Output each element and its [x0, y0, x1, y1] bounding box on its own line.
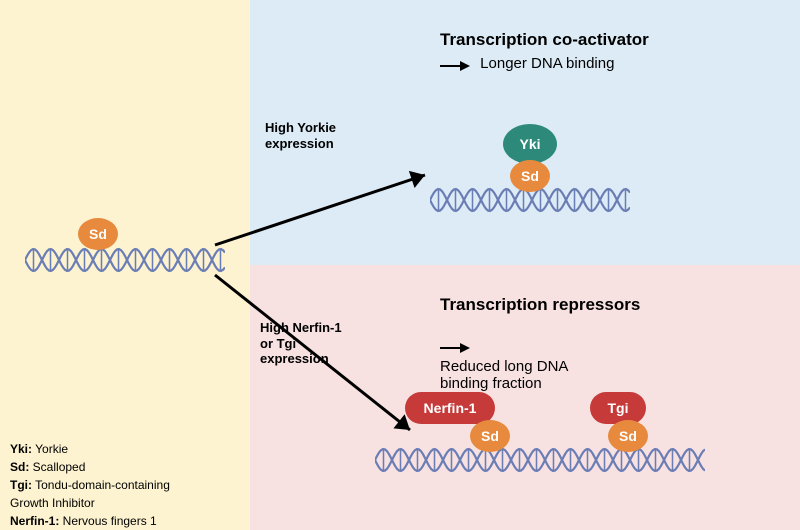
legend-line: Growth Inhibitor — [10, 494, 170, 512]
legend-line: Nerfin-1: Nervous fingers 1 — [10, 512, 170, 530]
legend: Yki: YorkieSd: ScallopedTgi: Tondu-domai… — [10, 440, 170, 530]
legend-line: Tgi: Tondu-domain-containing — [10, 476, 170, 494]
legend-line: Sd: Scalloped — [10, 458, 170, 476]
legend-line: Yki: Yorkie — [10, 440, 170, 458]
